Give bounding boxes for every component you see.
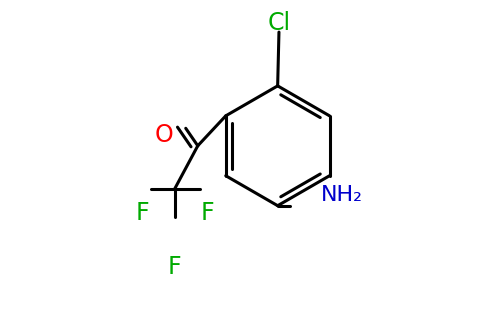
Text: Cl: Cl — [268, 11, 290, 35]
Text: NH₂: NH₂ — [320, 185, 362, 205]
Text: O: O — [154, 123, 174, 147]
Text: F: F — [136, 202, 149, 225]
Text: F: F — [168, 255, 181, 279]
Text: F: F — [200, 202, 214, 225]
